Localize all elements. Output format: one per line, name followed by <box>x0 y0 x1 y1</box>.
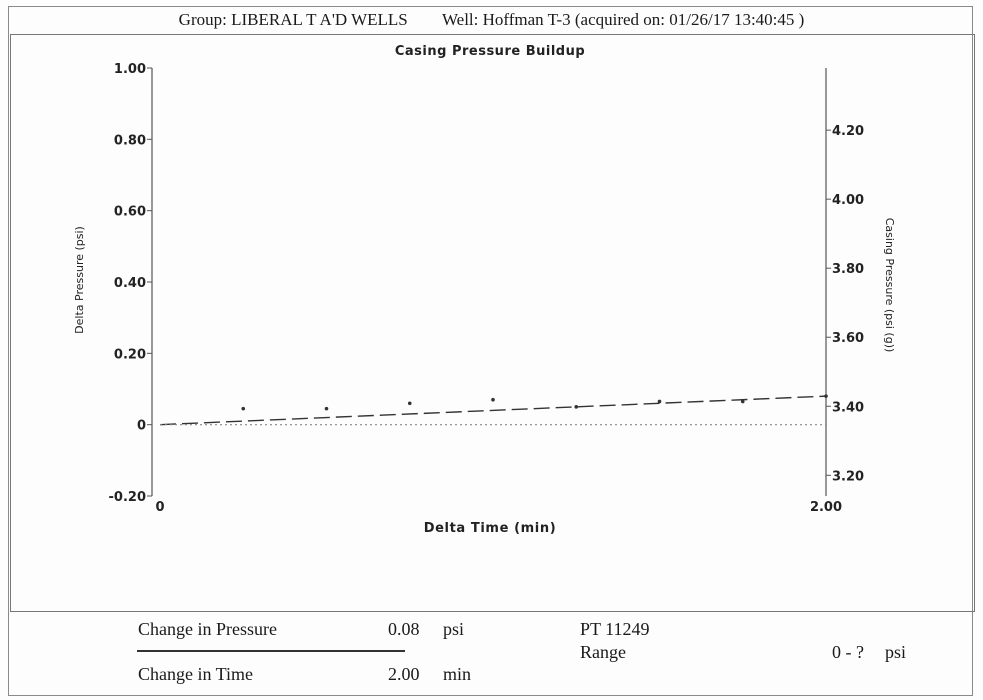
right-tick-label: 4.00 <box>832 193 864 208</box>
change-pressure-value: 0.08 <box>388 619 420 639</box>
chart-title: Casing Pressure Buildup <box>395 44 585 59</box>
left-tick-label: -0.20 <box>109 490 146 505</box>
change-time-value: 2.00 <box>388 664 420 684</box>
group-label: Group: LIBERAL T A'D WELLS <box>178 10 408 29</box>
change-pressure-unit: psi <box>443 619 465 639</box>
right-tick-label: 3.40 <box>832 400 864 415</box>
page-frame <box>8 6 973 696</box>
footer-divider <box>137 650 405 652</box>
range-unit: psi <box>885 642 907 662</box>
change-pressure-label: Change in Pressure <box>138 619 277 639</box>
change-time-label: Change in Time <box>138 664 254 684</box>
chart-panel <box>10 34 975 612</box>
well-label: Well: Hoffman T-3 (acquired on: 01/26/17… <box>441 10 805 29</box>
range-label: Range <box>580 642 626 662</box>
right-tick-label: 3.80 <box>832 262 864 277</box>
left-tick-label: 1.00 <box>114 62 146 77</box>
left-tick-label: 0 <box>137 419 146 434</box>
data-point <box>407 401 412 406</box>
chart-marks <box>159 394 828 426</box>
trend-line <box>159 395 827 426</box>
x-tick-label: 0 <box>155 500 164 515</box>
pt-label: PT 11249 <box>580 619 650 639</box>
left-y-axis-label: Delta Pressure (psi) <box>73 226 86 334</box>
change-time-unit: min <box>443 664 472 684</box>
x-tick-label: 2.00 <box>810 500 842 515</box>
left-tick-label: 0.60 <box>114 205 146 220</box>
left-tick-label: 0.80 <box>114 133 146 148</box>
right-y-axis-label: Casing Pressure (psi (g)) <box>883 218 896 353</box>
data-point <box>657 399 662 404</box>
data-point <box>740 399 745 404</box>
left-tick-label: 0.20 <box>114 347 146 362</box>
right-tick-label: 4.20 <box>832 124 864 139</box>
chart-axes: Casing Pressure Buildup -0.20 0 0.20 0.40 0.6… <box>73 44 896 536</box>
x-axis-label: Delta Time (min) <box>424 521 557 536</box>
data-point <box>324 406 329 411</box>
report-header: Group: LIBERAL T A'D WELLS Well: Hoffman… <box>0 10 983 30</box>
right-tick-label: 3.60 <box>832 331 864 346</box>
right-tick-label: 3.20 <box>832 469 864 484</box>
range-value: 0 - ? <box>832 642 864 662</box>
data-point <box>491 397 495 402</box>
left-tick-label: 0.40 <box>114 276 146 291</box>
data-point <box>574 405 579 409</box>
data-point <box>241 406 246 411</box>
